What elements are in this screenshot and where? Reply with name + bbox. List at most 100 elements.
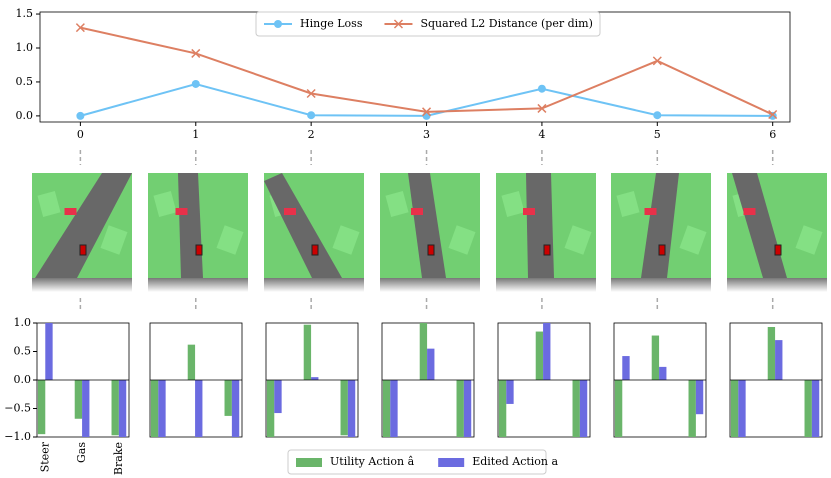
car — [311, 244, 319, 256]
bar — [266, 380, 275, 437]
grass-patch — [37, 191, 61, 217]
bar — [622, 356, 630, 380]
frame-shade — [611, 278, 711, 292]
grass-patch — [216, 225, 244, 255]
x-tick-label: 6 — [769, 128, 776, 141]
grass-patch — [616, 191, 640, 217]
car-obstacle — [175, 208, 188, 215]
bar — [82, 380, 90, 437]
y-tick-label: 0.5 — [16, 75, 34, 88]
bar — [659, 366, 667, 380]
y-tick-label: −0.5 — [4, 402, 31, 415]
legend-label: Utility Action â — [330, 455, 415, 468]
y-tick-label: −1.0 — [4, 430, 31, 443]
marker — [75, 23, 85, 33]
y-tick-label: 0.5 — [14, 345, 32, 358]
bar — [37, 380, 46, 435]
bar — [111, 380, 119, 436]
bar — [382, 380, 391, 437]
road — [641, 173, 679, 278]
car — [774, 244, 782, 256]
x-tick-label: Gas — [75, 442, 88, 463]
y-tick-label: 0.0 — [14, 373, 32, 386]
marker — [653, 111, 662, 120]
frame-shade — [148, 278, 248, 292]
bar — [45, 323, 53, 380]
legend-label: Edited Action a — [472, 455, 558, 468]
road — [35, 173, 132, 278]
bar — [811, 380, 820, 437]
bar — [775, 340, 783, 380]
x-tick-label: 5 — [654, 128, 661, 141]
bar — [390, 380, 398, 437]
grass-patch — [385, 191, 409, 217]
x-tick-label: 2 — [308, 128, 315, 141]
x-tick-label: 3 — [423, 128, 430, 141]
bar — [74, 380, 83, 419]
bar — [695, 380, 704, 415]
car-obstacle — [644, 208, 657, 215]
car — [427, 244, 435, 256]
x-tick-label: 4 — [538, 128, 545, 141]
marker — [306, 88, 316, 99]
bar — [614, 380, 623, 437]
grass-patch — [679, 225, 707, 255]
frame-shade — [264, 278, 364, 292]
y-tick-label: 1.0 — [16, 41, 34, 54]
car — [79, 244, 87, 256]
marker — [422, 107, 432, 117]
line — [80, 26, 774, 116]
bar — [543, 323, 551, 380]
bar — [579, 380, 588, 437]
legend-box — [255, 11, 601, 37]
road — [408, 173, 446, 278]
bar — [158, 380, 166, 437]
frame-shade — [496, 278, 596, 292]
marker — [537, 103, 547, 113]
car — [658, 244, 666, 256]
bar — [535, 331, 544, 380]
bar — [651, 335, 660, 380]
legend-box — [287, 449, 547, 475]
road — [526, 173, 554, 278]
y-tick-label: 1.0 — [14, 316, 32, 329]
marker — [76, 111, 85, 120]
grass-patch — [564, 225, 592, 255]
y-tick-label: 1.5 — [16, 7, 34, 20]
bar — [419, 323, 428, 380]
marker — [307, 111, 316, 120]
x-tick-label: Brake — [112, 442, 125, 475]
legend-swatch — [438, 458, 465, 467]
frame-shade — [32, 278, 132, 292]
car-obstacle — [523, 208, 535, 215]
bar — [195, 380, 203, 437]
road — [264, 173, 342, 278]
y-tick-label: 0.0 — [16, 109, 34, 122]
marker — [537, 84, 546, 93]
bar — [767, 326, 776, 380]
legend-swatch — [296, 458, 322, 467]
x-tick-label: 0 — [77, 128, 84, 141]
bar — [187, 344, 196, 380]
bar — [347, 380, 356, 437]
car — [195, 244, 203, 256]
legend-label: Hinge Loss — [300, 17, 363, 30]
grass-patch — [100, 225, 128, 255]
road — [732, 173, 787, 278]
marker — [191, 79, 200, 88]
bar — [506, 380, 514, 404]
x-tick-label: 1 — [192, 128, 199, 141]
bar — [804, 380, 812, 437]
marker — [422, 111, 431, 120]
grass-patch — [332, 225, 360, 255]
marker — [768, 110, 778, 120]
car — [543, 244, 551, 256]
grass-patch — [448, 225, 476, 255]
bar — [231, 380, 240, 437]
car-obstacle — [411, 208, 423, 215]
bar — [150, 380, 159, 437]
bar — [456, 380, 464, 437]
legend-marker — [274, 20, 282, 28]
bar — [311, 377, 319, 380]
